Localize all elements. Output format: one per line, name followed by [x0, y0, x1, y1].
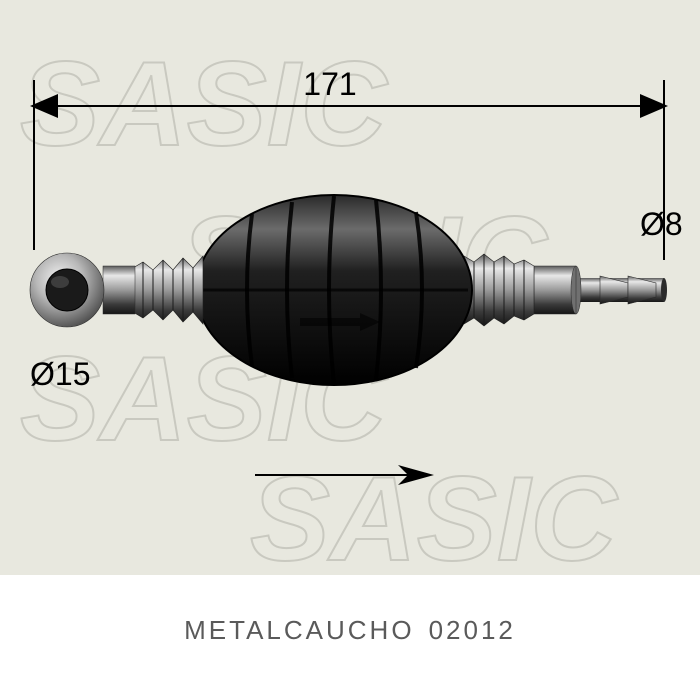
left-collar: [103, 266, 135, 314]
diagram-svg: SASIC SASIC SASIC SASIC: [0, 0, 700, 575]
rubber-bulb: [196, 195, 472, 385]
dim-right-diameter-label: Ø8: [640, 206, 683, 242]
banjo-eye: [30, 253, 104, 327]
right-collar: [534, 266, 581, 314]
diagram-area: SASIC SASIC SASIC SASIC: [0, 0, 700, 575]
caption-ref: 02012: [429, 615, 516, 646]
hose-barb: [574, 276, 667, 304]
watermark-4: SASIC: [250, 452, 619, 575]
dim-left-diameter-label: Ø15: [30, 356, 90, 392]
stage: SASIC SASIC SASIC SASIC: [0, 0, 700, 700]
watermark-1: SASIC: [20, 37, 389, 171]
caption-brand: METALCAUCHO: [184, 615, 414, 646]
caption-area: METALCAUCHO 02012: [0, 575, 700, 700]
right-bellows: [464, 254, 534, 326]
dim-overall-length-label: 171: [303, 66, 356, 102]
